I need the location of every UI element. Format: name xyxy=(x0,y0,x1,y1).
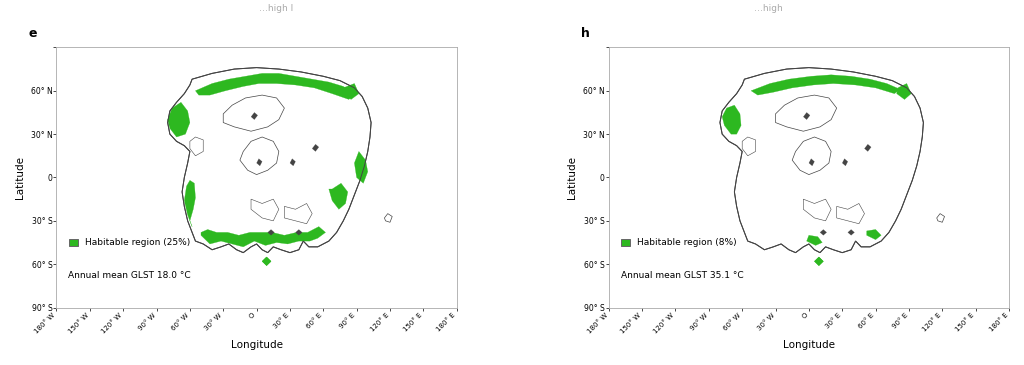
Polygon shape xyxy=(189,137,203,156)
Polygon shape xyxy=(262,257,271,266)
Polygon shape xyxy=(240,137,279,174)
Text: h: h xyxy=(581,27,590,39)
Polygon shape xyxy=(384,214,392,222)
Text: Annual mean GLST 18.0 °C: Annual mean GLST 18.0 °C xyxy=(69,271,191,280)
Polygon shape xyxy=(223,95,285,131)
Polygon shape xyxy=(837,204,864,224)
Polygon shape xyxy=(184,180,196,227)
Polygon shape xyxy=(262,257,271,266)
Polygon shape xyxy=(807,235,822,245)
Polygon shape xyxy=(168,102,189,137)
Polygon shape xyxy=(843,159,848,166)
Polygon shape xyxy=(866,230,881,240)
Polygon shape xyxy=(312,144,318,151)
Polygon shape xyxy=(804,199,831,221)
Polygon shape xyxy=(814,257,823,266)
Polygon shape xyxy=(285,204,312,224)
Polygon shape xyxy=(793,137,831,174)
Polygon shape xyxy=(257,159,262,166)
Polygon shape xyxy=(864,144,871,151)
X-axis label: Longitude: Longitude xyxy=(230,340,283,350)
Text: e: e xyxy=(29,27,37,39)
Polygon shape xyxy=(251,199,279,221)
Polygon shape xyxy=(720,68,924,253)
Polygon shape xyxy=(897,84,911,99)
Polygon shape xyxy=(196,73,354,99)
Legend: Habitable region (8%): Habitable region (8%) xyxy=(617,235,740,251)
Legend: Habitable region (25%): Habitable region (25%) xyxy=(65,235,194,251)
Y-axis label: Latitude: Latitude xyxy=(15,156,25,199)
Polygon shape xyxy=(722,105,741,134)
Text: Annual mean GLST 35.1 °C: Annual mean GLST 35.1 °C xyxy=(621,271,743,280)
Polygon shape xyxy=(775,95,837,131)
Polygon shape xyxy=(329,183,348,209)
Polygon shape xyxy=(848,230,854,235)
X-axis label: Longitude: Longitude xyxy=(783,340,835,350)
Text: …high l: …high l xyxy=(259,4,294,13)
Polygon shape xyxy=(742,137,756,156)
Polygon shape xyxy=(751,75,900,95)
Y-axis label: Latitude: Latitude xyxy=(567,156,578,199)
Polygon shape xyxy=(820,230,826,235)
Polygon shape xyxy=(290,159,296,166)
Polygon shape xyxy=(354,151,368,183)
Polygon shape xyxy=(809,159,814,166)
Polygon shape xyxy=(343,84,358,99)
Polygon shape xyxy=(267,230,274,235)
Polygon shape xyxy=(251,112,258,120)
Polygon shape xyxy=(168,68,371,253)
Polygon shape xyxy=(937,214,944,222)
Polygon shape xyxy=(296,230,302,235)
Polygon shape xyxy=(814,257,823,266)
Polygon shape xyxy=(804,112,810,120)
Polygon shape xyxy=(201,227,326,247)
Text: …high: …high xyxy=(754,4,782,13)
